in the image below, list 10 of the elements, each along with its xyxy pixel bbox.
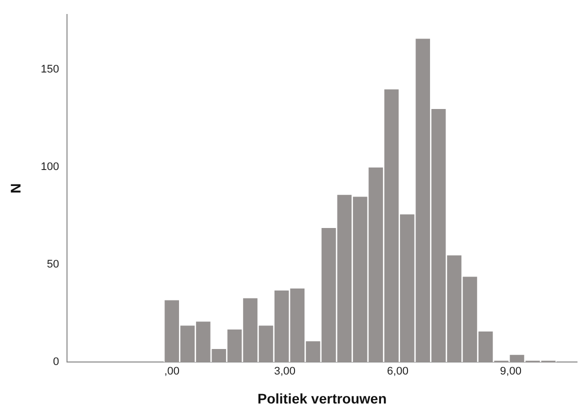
x-tick-label: 9,00 bbox=[500, 366, 522, 378]
x-axis-title: Politiek vertrouwen bbox=[258, 390, 387, 406]
x-tick-label: 6,00 bbox=[387, 366, 408, 378]
x-tick-label: 3,00 bbox=[274, 366, 296, 378]
y-tick-label: 100 bbox=[40, 160, 60, 173]
x-tick-label: ,00 bbox=[164, 366, 180, 378]
y-axis-title: N bbox=[7, 183, 24, 194]
y-tick-label: 0 bbox=[53, 356, 60, 368]
y-tick-label: 150 bbox=[40, 63, 60, 76]
y-tick-label: 50 bbox=[46, 258, 60, 270]
